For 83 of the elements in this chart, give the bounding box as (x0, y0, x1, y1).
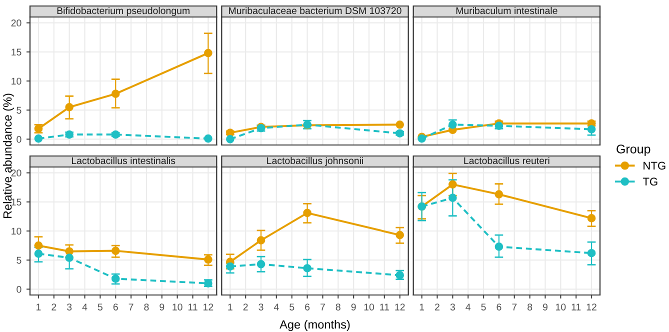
chart-title: Lactobacillus reuteri (464, 156, 550, 164)
y-tick-label: 20 (11, 20, 22, 26)
point (494, 190, 504, 199)
x-tick-label: 3 (258, 304, 264, 310)
x-tick-label: 10 (172, 304, 182, 310)
y-tick-label: 0 (16, 286, 22, 293)
x-tick-label: 2 (435, 304, 440, 310)
point (587, 214, 596, 222)
point (34, 250, 43, 258)
chart-title: Muribaculum intestinale (456, 6, 558, 14)
x-tick-label: 9 (160, 304, 164, 310)
point (587, 248, 596, 258)
x-tick-label: 8 (336, 304, 340, 310)
point (396, 129, 404, 138)
x-tick-label: 8 (144, 304, 149, 310)
point (226, 262, 234, 271)
point (204, 48, 212, 58)
legend-title: Group (616, 144, 650, 156)
point (65, 254, 74, 262)
x-tick-label: 5 (98, 304, 102, 310)
x-tick-label: 8 (528, 304, 532, 310)
x-tick-label: 3 (450, 304, 455, 310)
x-tick-label: 2 (243, 304, 248, 310)
chart-title: Lactobacillus johnsonii (267, 156, 363, 166)
x-tick-label: 5 (290, 304, 294, 310)
x-tick-label: 1 (420, 304, 424, 310)
x-tick-label: 7 (320, 304, 325, 310)
point (448, 194, 457, 202)
y-tick-label: 10 (12, 228, 22, 235)
point (34, 241, 43, 250)
x-tick-label: 10 (556, 304, 566, 310)
x-axis-title: Age (months) (280, 320, 350, 331)
y-tick-label: 15 (12, 48, 22, 56)
point (396, 120, 404, 129)
point (396, 230, 404, 240)
x-tick-label: 11 (380, 304, 389, 310)
point (111, 90, 120, 98)
x-tick-label: 4 (82, 304, 88, 310)
point (303, 208, 312, 218)
x-tick-label: 12 (204, 304, 214, 310)
chart-title: Lactobacillus intestinalis (72, 156, 176, 164)
point (494, 242, 504, 251)
x-tick-label: 3 (67, 304, 72, 310)
point (204, 134, 212, 143)
x-tick-label: 2 (52, 304, 56, 310)
x-tick-label: 10 (364, 304, 374, 310)
point (111, 246, 120, 255)
x-tick-label: 6 (496, 304, 502, 310)
x-tick-label: 5 (481, 304, 486, 310)
x-tick-label: 1 (228, 304, 232, 310)
x-tick-label: 6 (113, 304, 118, 310)
point (226, 135, 234, 144)
point (256, 260, 266, 268)
x-tick-label: 9 (351, 304, 356, 310)
y-tick-label: 5 (16, 256, 22, 264)
point (448, 180, 457, 189)
x-tick-label: 6 (305, 304, 310, 310)
y-tick-label: 10 (12, 78, 22, 85)
point (303, 264, 312, 272)
y-tick-label: 0 (16, 136, 22, 143)
y-tick-label: 15 (12, 198, 22, 206)
y-tick-label: 5 (16, 106, 22, 114)
legend-label: TG (642, 178, 658, 186)
x-tick-label: 11 (572, 304, 581, 310)
x-tick-label: 12 (395, 304, 405, 310)
point (204, 255, 212, 264)
point (65, 103, 74, 112)
x-tick-label: 9 (542, 304, 548, 310)
legend-label: NTG (644, 162, 666, 170)
x-tick-label: 7 (128, 304, 134, 310)
x-tick-label: 12 (586, 304, 596, 310)
point (256, 236, 266, 244)
x-tick-label: 4 (274, 304, 279, 310)
x-tick-label: 1 (36, 304, 41, 310)
x-tick-label: 11 (188, 304, 198, 310)
chart-title: Muribaculaceae bacterium DSM 103720 (229, 6, 402, 14)
y-tick-label: 20 (11, 170, 22, 176)
x-tick-label: 7 (512, 304, 517, 310)
chart-title: Bifidobacterium pseudolongum (57, 6, 190, 16)
point (111, 130, 120, 139)
point (587, 125, 596, 134)
x-tick-label: 4 (466, 304, 471, 310)
point (34, 134, 43, 143)
